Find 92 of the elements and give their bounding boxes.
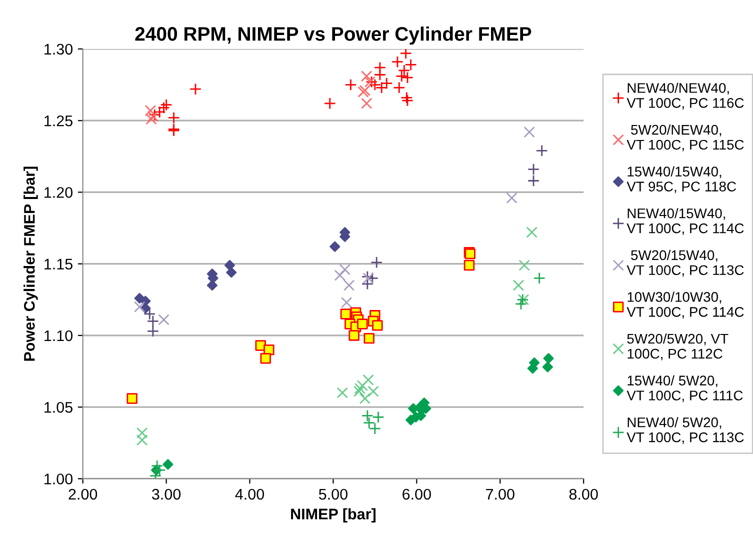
point: [400, 92, 413, 104]
point: [136, 434, 148, 446]
point: [144, 308, 156, 320]
point: [401, 72, 414, 84]
y-axis-title: Power Cylinder FMEP [bar]: [24, 166, 38, 361]
point: [330, 241, 340, 252]
point: [543, 353, 554, 364]
point: [391, 56, 404, 68]
point: [536, 144, 548, 157]
x-tick-label: 6.00: [402, 488, 431, 500]
point: [368, 78, 382, 91]
point: [151, 460, 164, 472]
point: [526, 226, 538, 238]
y-tick-label: 1.10: [44, 330, 73, 342]
point: [518, 260, 530, 271]
point: [158, 314, 170, 326]
point: [368, 422, 382, 435]
point: [336, 387, 348, 398]
point: [372, 320, 383, 331]
legend-label: 5W20/15W40, VT 100C, PC 113C: [626, 250, 744, 277]
x-tick-label: 2.00: [68, 488, 98, 500]
point: [374, 68, 386, 81]
point: [146, 325, 160, 338]
y-tick-label: 1.00: [44, 474, 73, 484]
point: [524, 126, 535, 138]
point: [464, 260, 475, 271]
legend-label: NEW40/ 5W20, VT 100C, PC 113C: [626, 417, 744, 444]
point: [527, 174, 540, 187]
x-tick-label: 5.00: [318, 488, 348, 500]
legend-label: 10W30/10W30, VT 100C, PC 114C: [626, 292, 744, 318]
point: [361, 410, 374, 422]
point: [134, 301, 146, 312]
point: [344, 78, 357, 91]
y-tick-label: 1.15: [44, 258, 72, 270]
point: [362, 374, 374, 386]
legend-label: 5W20/5W20, VT 100C, PC 112C: [627, 333, 728, 360]
point: [340, 296, 352, 308]
point: [343, 280, 355, 291]
point: [360, 98, 372, 109]
point: [506, 192, 518, 204]
legend-label: 5W20/NEW40, VT 100C, PC 115C: [626, 124, 744, 152]
point: [144, 104, 156, 116]
legend-label: NEW40/NEW40, VT 100C, PC 116C: [626, 82, 744, 110]
point: [224, 260, 236, 271]
point: [364, 332, 374, 344]
legend-label: NEW40/15W40, VT 100C, PC 114C: [626, 208, 744, 235]
point: [334, 270, 346, 281]
point: [401, 94, 414, 107]
point: [514, 298, 528, 310]
point: [136, 427, 148, 438]
y-tick-label: 1.30: [44, 44, 73, 55]
point: [368, 386, 379, 397]
point: [360, 70, 372, 82]
point: [359, 392, 371, 404]
point: [354, 382, 366, 394]
point: [260, 353, 271, 364]
point: [400, 48, 412, 60]
point: [512, 280, 524, 291]
point: [363, 416, 376, 429]
y-tick-label: 1.20: [44, 187, 73, 198]
point: [533, 272, 546, 284]
point: [146, 315, 160, 328]
y-tick-label: 1.25: [44, 115, 72, 126]
x-tick-label: 4.00: [235, 488, 264, 500]
x-tick-label: 8.00: [569, 488, 598, 500]
point: [353, 386, 365, 397]
legend-label: 15W40/15W40, VT 95C, PC 118C: [626, 166, 736, 194]
x-tick-label: 7.00: [486, 488, 514, 500]
point: [226, 267, 237, 278]
point: [206, 280, 218, 291]
x-axis-title: NIMEP [bar]: [291, 508, 376, 522]
point: [527, 163, 540, 176]
point: [372, 411, 384, 424]
point: [348, 330, 360, 341]
point: [339, 264, 350, 276]
point: [393, 82, 406, 94]
point: [189, 82, 202, 96]
y-tick-label: 1.05: [44, 402, 72, 413]
point: [357, 318, 368, 330]
point: [542, 362, 553, 372]
legend-label: 15W40/ 5W20, VT 100C, PC 111C: [626, 375, 743, 402]
point: [168, 112, 180, 124]
point: [340, 308, 352, 320]
point: [529, 357, 540, 368]
point: [146, 114, 157, 125]
point: [356, 380, 368, 392]
point: [370, 256, 383, 268]
point: [324, 97, 336, 110]
point: [162, 459, 174, 470]
point: [126, 393, 138, 404]
chart-title: 2400 RPM, NIMEP vs Power Cylinder FMEP: [135, 26, 532, 45]
x-tick-label: 3.00: [152, 488, 181, 500]
